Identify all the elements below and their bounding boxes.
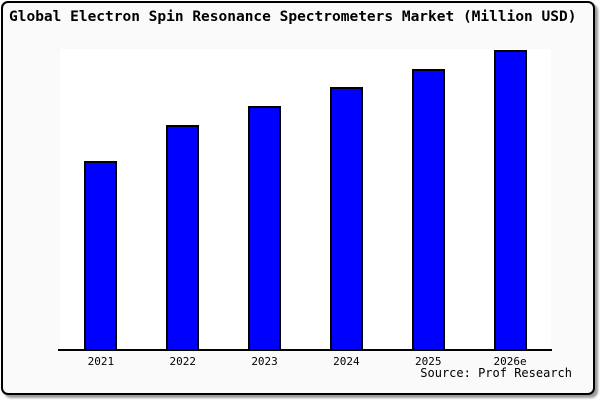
bar-group	[60, 49, 551, 351]
x-axis-label-2026e: 2026e	[493, 355, 527, 368]
x-axis-label-2022: 2022	[169, 355, 196, 368]
chart-canvas: Global Electron Spin Resonance Spectrome…	[1, 1, 595, 395]
x-axis-labels: 2021 2022 2023 2024 2025 2026e	[60, 355, 551, 368]
x-axis-label-2024: 2024	[333, 355, 360, 368]
bar-2021	[84, 161, 118, 351]
bar-2024	[329, 87, 363, 351]
x-axis-label-2023: 2023	[251, 355, 278, 368]
bar-2023	[248, 106, 282, 351]
plot-area	[58, 49, 552, 351]
x-axis-line	[58, 349, 552, 351]
x-axis-label-2021: 2021	[87, 355, 115, 368]
chart-title: Global Electron Spin Resonance Spectrome…	[9, 9, 577, 25]
bar-2026e	[493, 50, 527, 351]
bar-2025	[411, 69, 445, 351]
bar-2022	[166, 125, 200, 351]
x-axis-label-2025: 2025	[414, 355, 442, 368]
source-credit: Source: Prof Research	[420, 366, 572, 380]
